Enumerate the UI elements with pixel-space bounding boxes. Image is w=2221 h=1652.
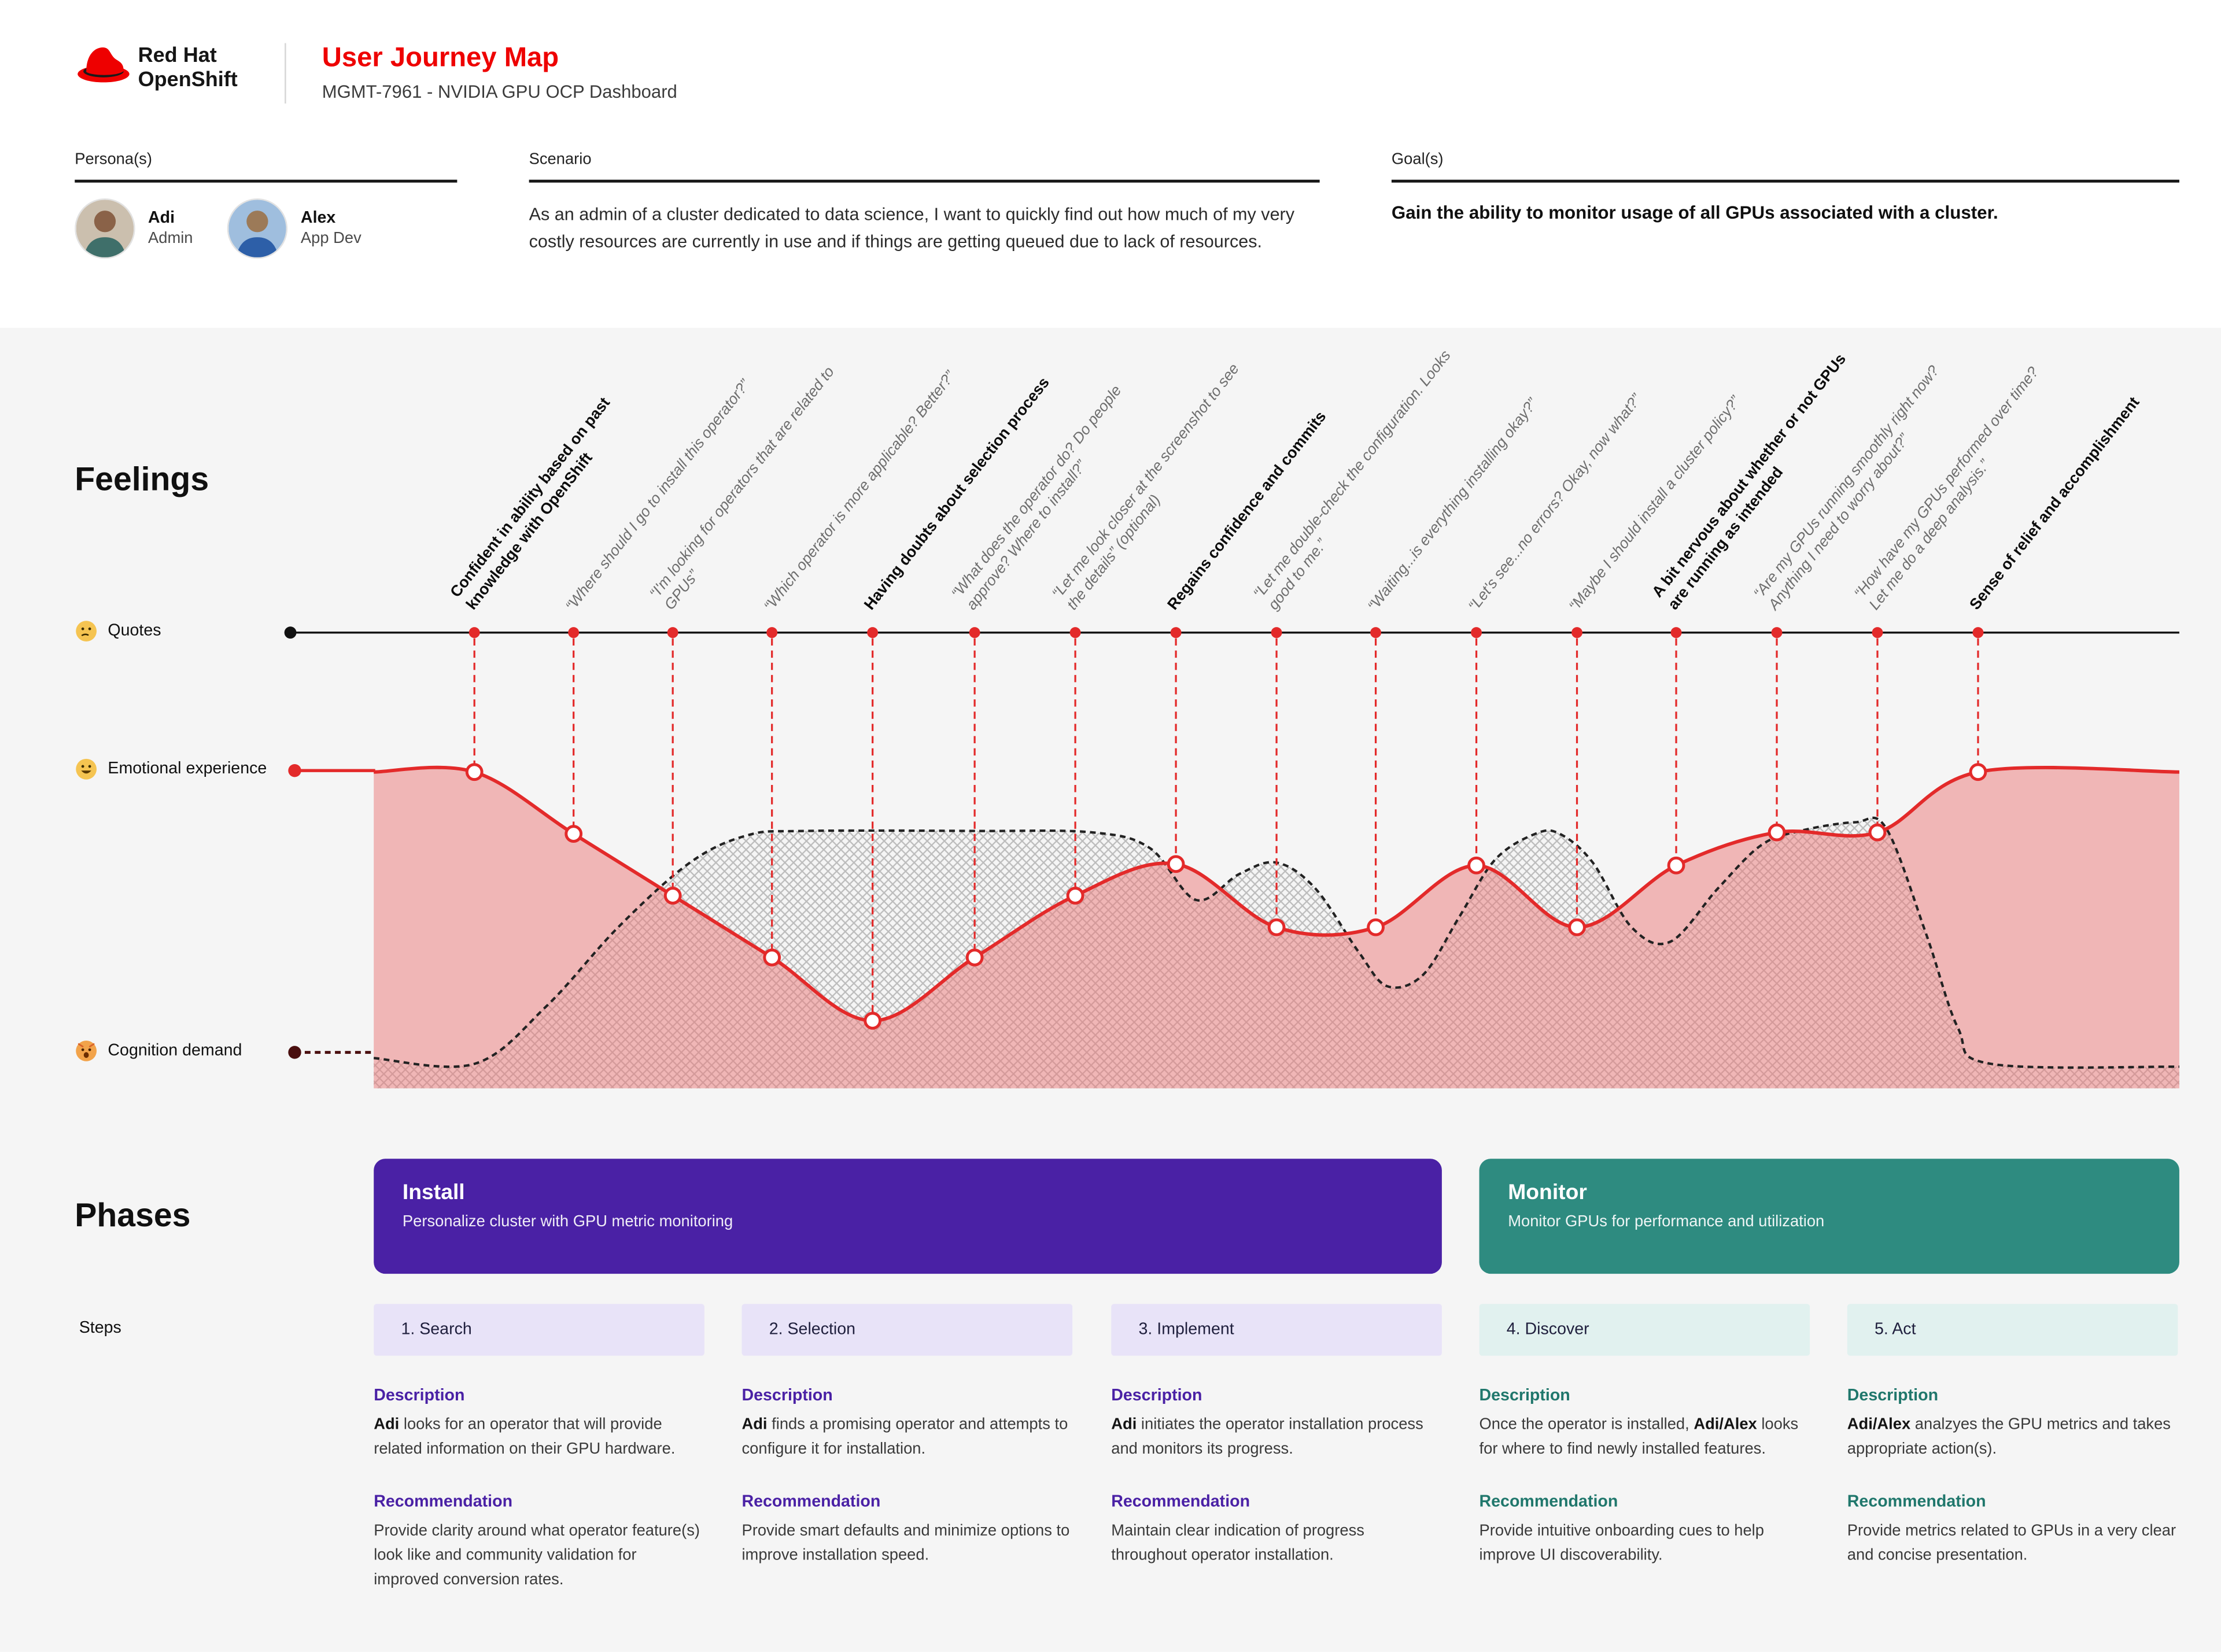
- scenario-label: Scenario: [529, 150, 592, 168]
- recommendation-heading: Recommendation: [741, 1494, 881, 1511]
- row-emotional-label: Emotional experience: [108, 760, 267, 778]
- feelings-heading: Feelings: [75, 460, 209, 497]
- goals-rule: [1391, 179, 2179, 183]
- phases-heading: Phases: [75, 1196, 191, 1234]
- recommendation-heading: Recommendation: [1847, 1494, 1986, 1511]
- step-label: 4. Discover: [1479, 1304, 1810, 1356]
- persona-adi: Adi Admin: [75, 198, 193, 259]
- recommendation-text: Provide smart defaults and minimize opti…: [741, 1522, 1070, 1565]
- phase-install: Install Personalize cluster with GPU metr…: [374, 1159, 1442, 1274]
- description-heading: Description: [1111, 1387, 1202, 1405]
- step-column-1: 1. Search Description Adi looks for an ope…: [374, 1304, 704, 1593]
- phase-title: Install: [402, 1180, 465, 1205]
- header-divider: [285, 43, 286, 104]
- recommendation-heading: Recommendation: [1111, 1494, 1250, 1511]
- phase-title: Monitor: [1508, 1180, 1587, 1205]
- step-column-2: 2. Selection Description Adi finds a promi…: [741, 1304, 1073, 1569]
- brand-wordmark: Red Hat OpenShift: [138, 45, 238, 94]
- description-text: Adi finds a promising operator and attem…: [741, 1416, 1068, 1458]
- description-heading: Description: [741, 1387, 833, 1405]
- recommendation-heading: Recommendation: [374, 1494, 513, 1511]
- exploding-head-emoji-icon: [75, 1039, 98, 1063]
- description-text: Adi/Alex analzyes the GPU metrics and ta…: [1847, 1416, 2171, 1458]
- step-label: 1. Search: [374, 1304, 704, 1356]
- row-quotes-label: Quotes: [108, 622, 161, 640]
- steps-label: Steps: [79, 1319, 121, 1337]
- row-quotes: Quotes: [75, 620, 161, 643]
- personas-rule: [75, 179, 458, 183]
- scenario-rule: [529, 179, 1320, 183]
- step-label: 5. Act: [1847, 1304, 2178, 1356]
- page-title: User Journey Map: [322, 43, 559, 73]
- persona-name: Alex: [300, 209, 336, 227]
- persona-name: Adi: [148, 209, 175, 227]
- avatar: [75, 198, 135, 259]
- description-text: Once the operator is installed, Adi/Alex…: [1479, 1416, 1799, 1458]
- row-cognition-demand: Cognition demand: [75, 1039, 242, 1063]
- personas-label: Persona(s): [75, 150, 152, 168]
- step-column-3: 3. Implement Description Adi initiates the…: [1111, 1304, 1442, 1569]
- recommendation-text: Provide clarity around what operator fea…: [374, 1522, 700, 1589]
- goals-label: Goal(s): [1391, 150, 1444, 168]
- thinking-face-emoji-icon: [75, 620, 98, 643]
- recommendation-text: Maintain clear indication of progress th…: [1111, 1522, 1364, 1565]
- brand-line-2: OpenShift: [138, 69, 238, 93]
- step-column-4: 4. Discover Description Once the operator …: [1479, 1304, 1810, 1569]
- redhat-logo-icon: [75, 40, 132, 87]
- brand-line-1: Red Hat: [138, 45, 217, 68]
- row-cognition-label: Cognition demand: [108, 1042, 242, 1060]
- description-heading: Description: [374, 1387, 465, 1405]
- grinning-face-emoji-icon: [75, 758, 98, 781]
- persona-role: Admin: [148, 230, 193, 248]
- recommendation-heading: Recommendation: [1479, 1494, 1618, 1511]
- phase-monitor: Monitor Monitor GPUs for performance and …: [1479, 1159, 2179, 1274]
- recommendation-text: Provide metrics related to GPUs in a ver…: [1847, 1522, 2176, 1565]
- description-heading: Description: [1847, 1387, 1939, 1405]
- description-text: Adi initiates the operator installation …: [1111, 1416, 1423, 1458]
- recommendation-text: Provide intuitive onboarding cues to hel…: [1479, 1522, 1764, 1565]
- goals-text: Gain the ability to monitor usage of all…: [1391, 202, 1998, 223]
- personas-list: Adi Admin Alex App Dev: [75, 198, 361, 259]
- phase-subtitle: Personalize cluster with GPU metric moni…: [402, 1213, 733, 1231]
- phase-subtitle: Monitor GPUs for performance and utiliza…: [1508, 1213, 1825, 1231]
- scenario-text: As an admin of a cluster dedicated to da…: [529, 204, 1295, 252]
- step-label: 3. Implement: [1111, 1304, 1442, 1356]
- page-subtitle: MGMT-7961 - NVIDIA GPU OCP Dashboard: [322, 82, 677, 102]
- persona-role: App Dev: [300, 230, 361, 248]
- step-label: 2. Selection: [741, 1304, 1073, 1356]
- persona-alex: Alex App Dev: [227, 198, 361, 259]
- step-column-5: 5. Act Description Adi/Alex analzyes the G…: [1847, 1304, 2178, 1569]
- description-text: Adi looks for an operator that will prov…: [374, 1416, 676, 1458]
- avatar: [227, 198, 288, 259]
- description-heading: Description: [1479, 1387, 1570, 1405]
- row-emotional-experience: Emotional experience: [75, 758, 267, 781]
